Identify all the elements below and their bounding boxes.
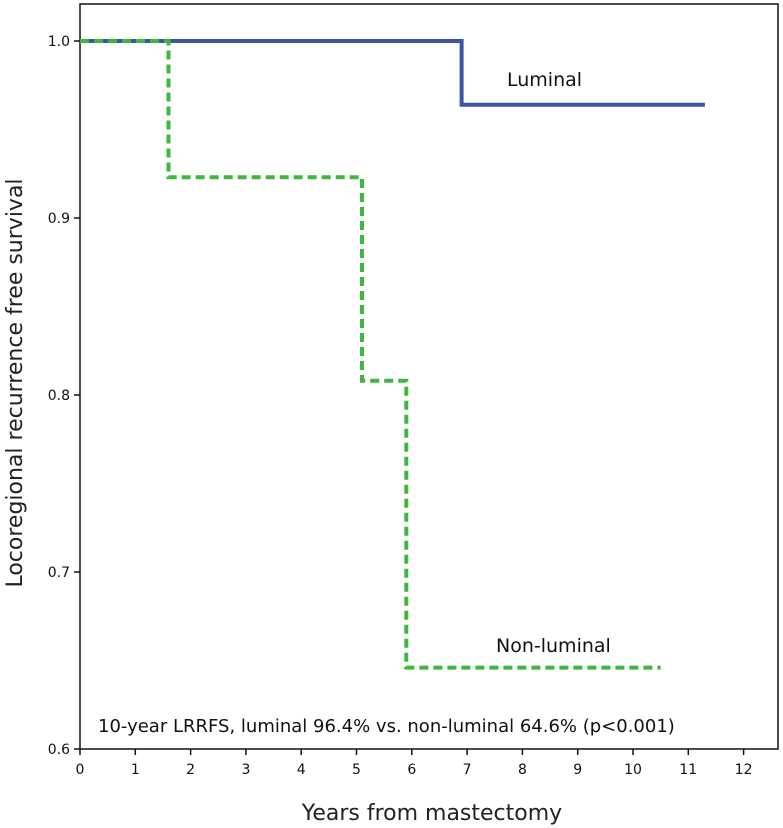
series-label-luminal: Luminal <box>507 69 582 91</box>
x-tick-label: 12 <box>735 762 753 778</box>
x-tick-label: 8 <box>518 762 527 778</box>
x-tick-label: 0 <box>76 762 85 778</box>
x-tick-label: 7 <box>463 762 472 778</box>
y-tick-label: 0.6 <box>48 742 70 758</box>
x-axis-ticks: 0 1 2 3 4 5 6 7 8 9 10 11 12 <box>76 749 753 778</box>
y-tick-label: 0.8 <box>48 388 70 404</box>
x-tick-label: 3 <box>241 762 250 778</box>
summary-annotation: 10-year LRRFS, luminal 96.4% vs. non-lum… <box>98 716 675 737</box>
y-tick-label: 1.0 <box>48 34 70 50</box>
x-tick-label: 1 <box>131 762 140 778</box>
x-tick-label: 9 <box>573 762 582 778</box>
y-tick-label: 0.7 <box>48 565 70 581</box>
x-tick-label: 4 <box>297 762 306 778</box>
y-axis-title: Locoregional recurrence free survival <box>3 178 28 587</box>
series-line-nonluminal <box>80 39 661 670</box>
x-tick-label: 11 <box>679 762 697 778</box>
y-axis-ticks: 0.6 0.7 0.8 0.9 1.0 <box>48 34 80 758</box>
x-tick-label: 10 <box>624 762 642 778</box>
series-line-luminal <box>80 39 705 107</box>
y-tick-label: 0.9 <box>48 211 70 227</box>
x-axis-title: Years from mastectomy <box>301 801 562 826</box>
series-label-nonluminal: Non-luminal <box>496 635 611 657</box>
x-tick-label: 5 <box>352 762 361 778</box>
x-tick-label: 2 <box>186 762 195 778</box>
plot-frame <box>79 3 779 750</box>
x-tick-label: 6 <box>407 762 416 778</box>
